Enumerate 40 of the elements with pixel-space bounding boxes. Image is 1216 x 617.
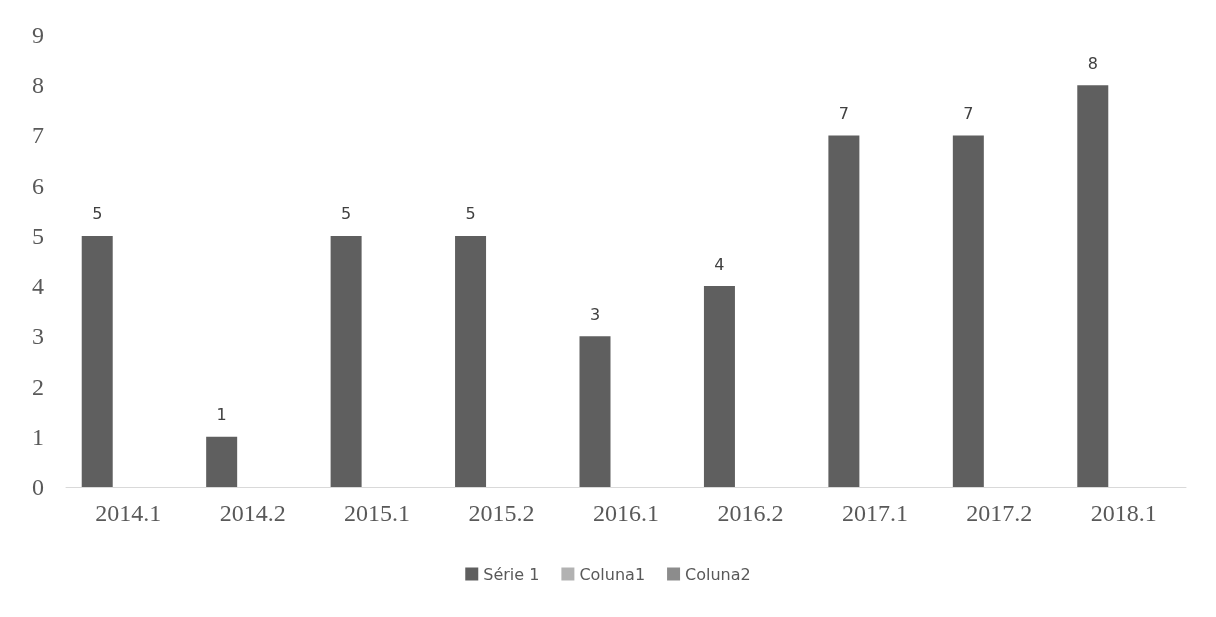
data-label: 4 <box>714 254 725 274</box>
bar <box>828 135 860 487</box>
x-tick-label: 2014.1 <box>95 500 162 526</box>
y-tick-label: 8 <box>32 72 44 99</box>
data-label: 5 <box>92 204 103 224</box>
data-label: 8 <box>1087 53 1098 73</box>
bar <box>455 235 487 487</box>
data-label: 5 <box>465 204 476 224</box>
bar <box>579 336 611 487</box>
data-label: 1 <box>216 405 227 425</box>
bar <box>952 135 984 487</box>
y-tick-label: 3 <box>32 323 44 350</box>
data-label: 7 <box>963 103 974 123</box>
y-tick-label: 5 <box>32 222 44 249</box>
x-tick-label: 2017.1 <box>841 500 908 526</box>
bar <box>1077 85 1109 487</box>
data-label: 7 <box>838 103 849 123</box>
data-label: 5 <box>341 204 352 224</box>
x-tick-label: 2015.2 <box>468 500 535 526</box>
y-tick-label: 6 <box>32 172 44 199</box>
bar <box>330 235 362 487</box>
x-tick-label: 2015.1 <box>344 500 411 526</box>
y-tick-label: 9 <box>32 22 44 48</box>
data-label: 3 <box>589 304 601 324</box>
bar <box>703 286 735 487</box>
legend-label: Série 1 <box>483 564 540 584</box>
y-tick-label: 1 <box>32 423 44 450</box>
legend-label: Coluna2 <box>685 564 751 584</box>
legend-label: Coluna1 <box>579 564 646 584</box>
bar <box>206 436 238 487</box>
y-tick-label: 0 <box>32 474 44 500</box>
y-tick-label: 4 <box>32 273 44 300</box>
x-tick-label: 2017.2 <box>966 500 1033 526</box>
y-tick-label: 7 <box>32 122 44 149</box>
x-tick-label: 2016.1 <box>593 500 659 526</box>
x-tick-label: 2016.2 <box>717 500 784 526</box>
x-tick-label: 2018.1 <box>1090 500 1157 526</box>
x-tick-label: 2014.2 <box>219 500 286 526</box>
y-tick-label: 2 <box>32 373 44 400</box>
bar <box>81 235 113 487</box>
